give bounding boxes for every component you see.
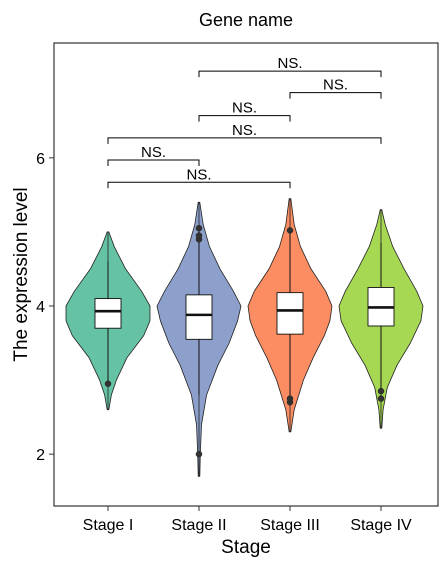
bracket-label: NS. (141, 144, 166, 161)
violin-group-2 (156, 201, 242, 477)
x-tick-label: Stage II (171, 517, 226, 534)
bracket-line (198, 70, 382, 78)
y-axis: 2 4 6 (36, 151, 54, 464)
bracket-line (107, 137, 382, 144)
outlier-point (195, 224, 203, 232)
x-axis-title: Stage (221, 537, 271, 558)
outlier-point (286, 227, 294, 234)
outlier-point (104, 380, 112, 388)
x-axis: Stage I Stage II Stage III Stage IV (83, 506, 412, 534)
outlier-point (377, 387, 385, 395)
y-tick-label: 4 (36, 299, 45, 316)
significance-bracket-4: NS. (107, 122, 382, 144)
box-iqr (276, 292, 304, 335)
outlier-point (195, 232, 203, 239)
significance-bracket-5: NS. (107, 144, 200, 167)
violin-group-3 (247, 198, 333, 433)
bracket-label: NS. (323, 77, 348, 94)
y-tick-label: 6 (36, 151, 45, 168)
y-tick-label: 2 (36, 447, 45, 464)
chart-title: Gene name (199, 10, 293, 30)
x-tick-label: Stage IV (350, 517, 412, 534)
y-axis-title: The expression level (11, 187, 32, 361)
box-iqr (94, 298, 122, 329)
bracket-line (107, 181, 291, 189)
violins-layer (65, 198, 424, 477)
bracket-line (107, 159, 200, 167)
bracket-line (289, 92, 382, 99)
significance-bracket-2: NS. (289, 77, 382, 99)
violin-group-1 (65, 231, 151, 411)
significance-bracket-3: NS. (198, 100, 291, 122)
significance-brackets-layer: NS. NS. NS. NS. NS. NS. (107, 55, 382, 189)
x-tick-label: Stage III (260, 517, 320, 534)
bracket-label: NS. (232, 122, 257, 139)
significance-bracket-1: NS. (198, 55, 382, 78)
significance-bracket-6: NS. (107, 166, 291, 189)
bracket-line (198, 115, 291, 122)
box-iqr (185, 294, 213, 340)
x-tick-label: Stage I (83, 517, 134, 534)
outlier-point (286, 395, 294, 402)
bracket-label: NS. (232, 100, 257, 117)
bracket-label: NS. (277, 55, 302, 72)
outlier-point (195, 450, 203, 458)
outlier-point (377, 395, 385, 402)
violin-group-4 (338, 209, 424, 429)
bracket-label: NS. (186, 166, 211, 183)
